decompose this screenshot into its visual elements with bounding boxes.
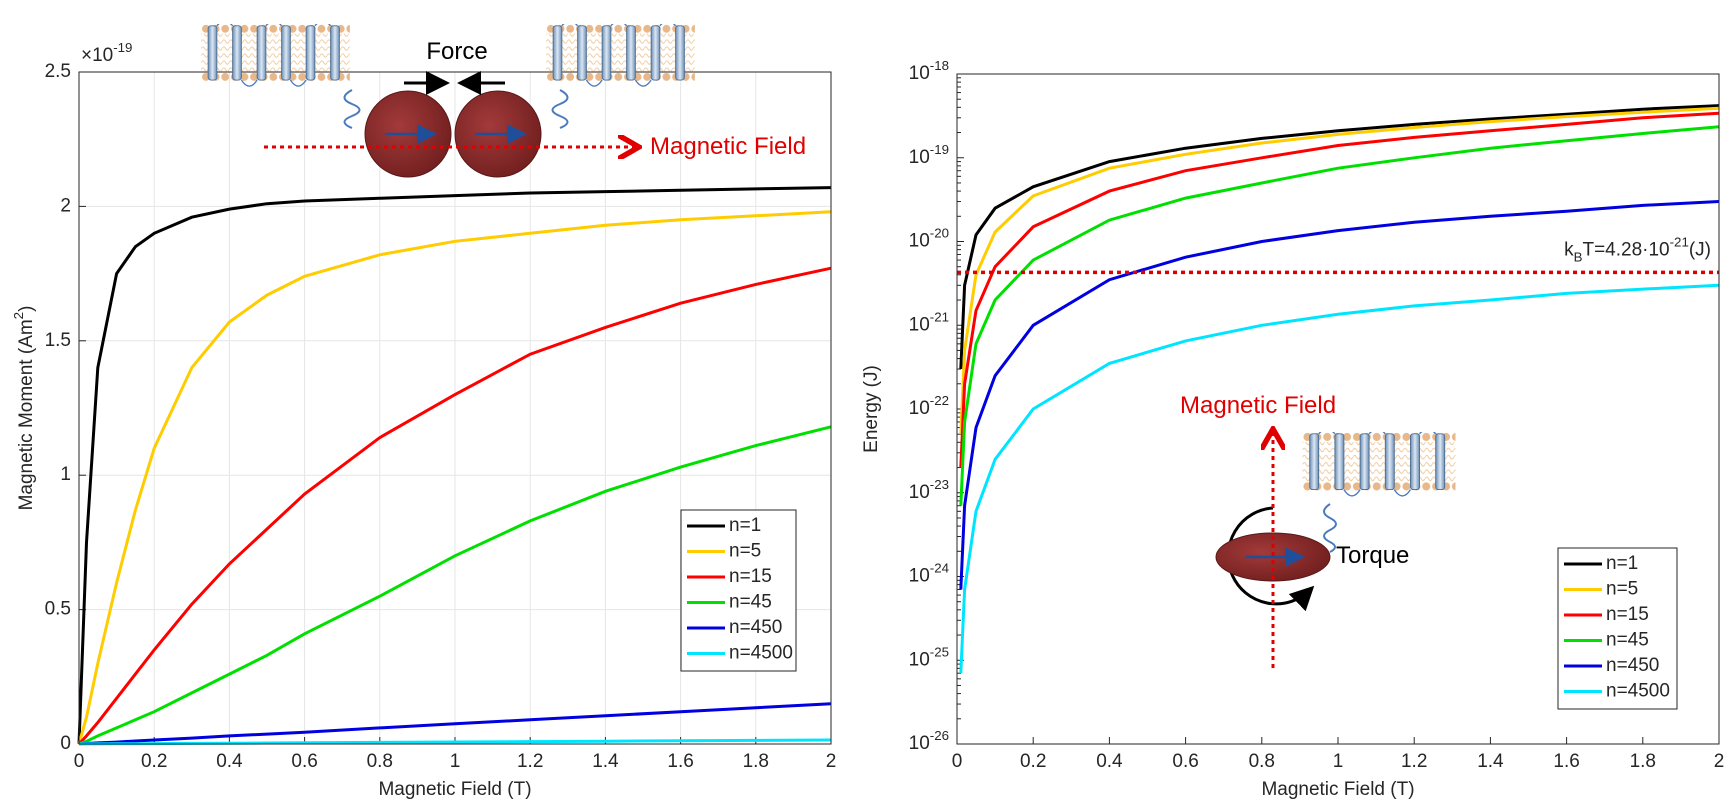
x-axis-label: Magnetic Field (T) — [1261, 779, 1414, 800]
x-tick-label: 1.8 — [743, 751, 769, 772]
legend-label: n=15 — [1606, 604, 1649, 625]
y-tick-label: 10-21 — [909, 309, 949, 335]
y-tick-label: 1.5 — [45, 330, 71, 351]
x-tick-label: 0.6 — [291, 751, 317, 772]
y-tick-label: 2 — [60, 195, 71, 216]
legend-label: n=1 — [1606, 553, 1638, 574]
x-axis-label: Magnetic Field (T) — [378, 779, 531, 800]
y-tick-label: 10-24 — [909, 561, 949, 587]
force-illustration — [200, 24, 696, 178]
plot-frame — [78, 71, 832, 745]
right-panel: 0 0.2 0.4 0.6 0.8 1 1.2 1.4 1.6 1.8 2 10-26 10-25 10-… — [861, 58, 1724, 800]
series-line — [959, 111, 1720, 468]
legend-box — [1557, 547, 1678, 710]
force-label: Force — [426, 38, 487, 65]
x-tick-label: 0 — [952, 751, 963, 772]
legend-label: n=45 — [729, 592, 772, 613]
threshold-label: kBT=4.28·10-21(J) — [1564, 234, 1711, 264]
series-line — [959, 104, 1720, 370]
legend-label: n=1 — [729, 515, 761, 536]
series-line — [959, 283, 1720, 674]
legend-label: n=4500 — [729, 643, 793, 664]
y-tick-label: 0 — [60, 733, 71, 754]
x-tick-label: 1.6 — [1553, 751, 1579, 772]
field-label: Magnetic Field — [1180, 392, 1336, 419]
x-tick-label: 1.4 — [1477, 751, 1504, 772]
x-tick-label: 1.8 — [1630, 751, 1656, 772]
legend-label: n=4500 — [1606, 681, 1670, 702]
left-panel: 0 0.2 0.4 0.6 0.8 1 1.2 1.4 1.6 1.8 2 0 0.5 1 1.5 2 2.5 ×… — [11, 40, 836, 800]
series-line — [959, 125, 1720, 506]
legend-label: n=5 — [729, 541, 761, 562]
legend-label: n=450 — [729, 617, 782, 638]
legend-label: n=45 — [1606, 630, 1649, 651]
torque-illustration — [1215, 429, 1457, 668]
y-axis-label: Energy (J) — [861, 365, 882, 453]
series-line — [959, 200, 1720, 590]
x-tick-label: 0.6 — [1172, 751, 1198, 772]
series-line — [77, 186, 832, 745]
y-tick-label: 10-19 — [909, 142, 949, 168]
y-tick-label: 10-22 — [909, 393, 949, 419]
y-tick-label: 10-26 — [909, 728, 949, 754]
x-tick-label: 0.2 — [141, 751, 167, 772]
y-multiplier: ×10-19 — [81, 40, 132, 66]
legend-box — [680, 509, 797, 672]
x-tick-label: 0.8 — [367, 751, 393, 772]
series-line — [77, 210, 832, 745]
y-tick-label: 10-20 — [909, 226, 949, 252]
x-tick-label: 2 — [826, 751, 837, 772]
x-tick-label: 0.4 — [216, 751, 243, 772]
legend-label: n=5 — [1606, 579, 1638, 600]
series-line — [78, 425, 832, 746]
legend-label: n=450 — [1606, 655, 1659, 676]
series-line — [77, 266, 832, 746]
legend-label: n=15 — [729, 566, 772, 587]
x-tick-label: 0.4 — [1096, 751, 1123, 772]
series-line — [959, 106, 1720, 435]
x-tick-label: 1 — [1333, 751, 1344, 772]
y-axis-label: Magnetic Moment (Am2) — [11, 306, 37, 511]
x-tick-label: 1.2 — [1401, 751, 1427, 772]
y-tick-label: 10-18 — [909, 58, 949, 84]
y-tick-label: 0.5 — [45, 599, 71, 620]
plot-frame — [956, 73, 1720, 745]
y-tick-label: 1 — [60, 464, 71, 485]
y-tick-label: 10-25 — [909, 644, 949, 670]
torque-label: Torque — [1336, 542, 1409, 569]
x-tick-label: 0.2 — [1020, 751, 1046, 772]
x-tick-label: 1.2 — [517, 751, 543, 772]
x-tick-label: 0 — [74, 751, 85, 772]
x-tick-label: 0.8 — [1249, 751, 1275, 772]
x-tick-label: 1.4 — [592, 751, 619, 772]
x-tick-label: 1.6 — [667, 751, 693, 772]
x-tick-label: 2 — [1714, 751, 1725, 772]
y-tick-label: 10-23 — [909, 477, 949, 503]
x-tick-label: 1 — [450, 751, 461, 772]
field-label: Magnetic Field — [650, 133, 806, 160]
y-tick-label: 2.5 — [45, 61, 71, 82]
